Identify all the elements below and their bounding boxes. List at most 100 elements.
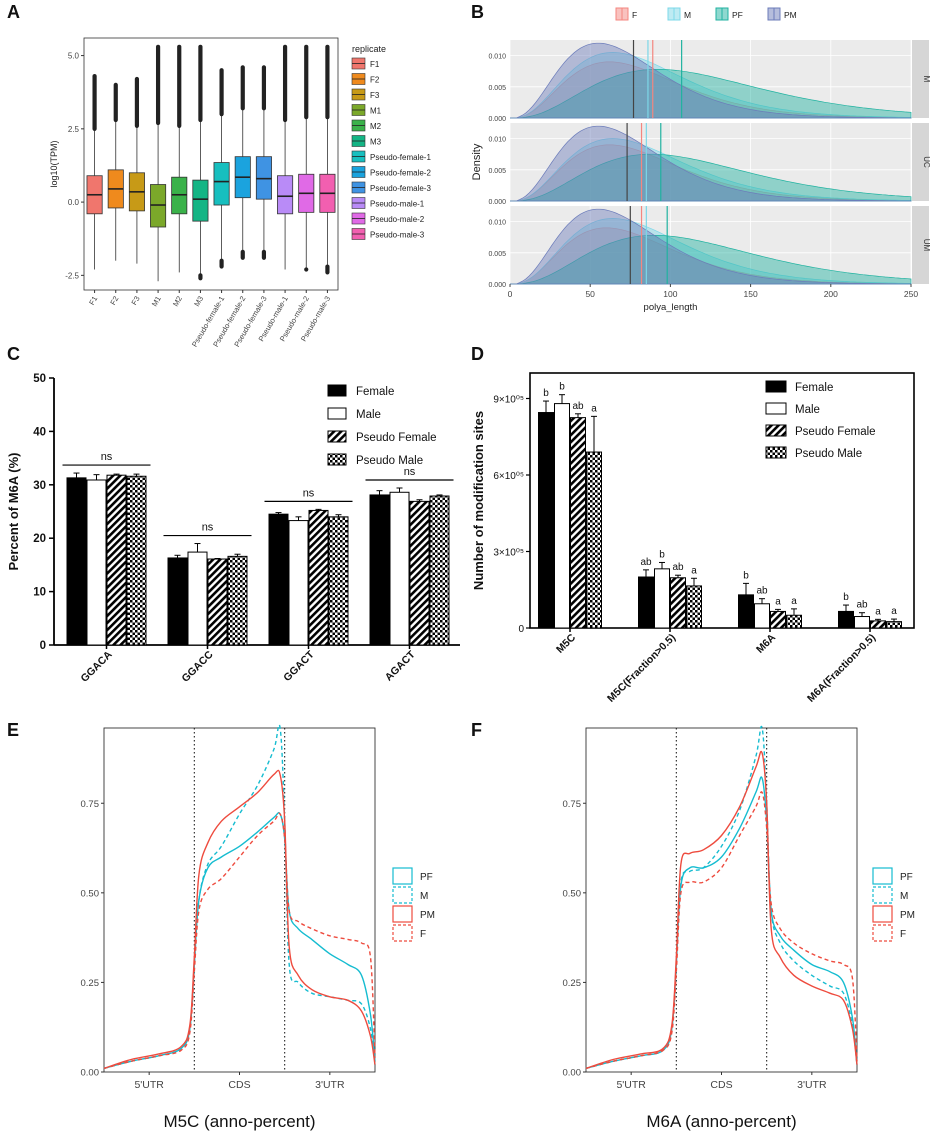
x-tick-label: M5C xyxy=(554,631,578,655)
legend-label: F xyxy=(420,929,426,940)
y-tick-label: 0.50 xyxy=(563,888,582,899)
legend-label: F1 xyxy=(370,60,380,69)
y-axis-label: Number of modification sites xyxy=(471,411,486,590)
legend-label: Pseudo-female-1 xyxy=(370,153,431,162)
x-tick-label: M1 xyxy=(150,295,163,309)
legend-key xyxy=(872,867,893,885)
legend-title: replicate xyxy=(352,44,386,54)
panel-d-barchart: 0 3×10⁰⁵ 6×10⁰⁵ 9×10⁰⁵ Number of modificatio… xyxy=(471,372,915,705)
legend-key xyxy=(392,905,413,923)
x-tick-label: 3'UTR xyxy=(797,1079,827,1091)
y-tick-label: 0.010 xyxy=(488,54,506,61)
legend-swatch xyxy=(765,424,787,437)
y-tick-label: 20 xyxy=(33,533,46,545)
x-tick-label: M3 xyxy=(192,295,205,309)
legend-label: Pseudo Male xyxy=(356,455,423,467)
y-tick-label: 6×10⁰⁵ xyxy=(493,471,524,482)
significance-letter: b xyxy=(659,549,665,560)
x-tick-label: GGACC xyxy=(179,648,215,684)
y-tick-label: 0.005 xyxy=(488,168,506,175)
y-axis-label: Density xyxy=(471,143,483,180)
legend-label: Pseudo Male xyxy=(795,448,862,460)
panel-letter-d: D xyxy=(471,344,484,364)
legend-label: Female xyxy=(795,382,833,394)
chart-title: M5C (anno-percent) xyxy=(163,1112,315,1131)
legend-swatch xyxy=(765,380,787,393)
y-tick-label: 0.75 xyxy=(563,799,582,810)
legend-label: PF xyxy=(900,872,913,883)
panel-letter-c: C xyxy=(7,344,20,364)
bar xyxy=(586,451,602,629)
y-tick-label: 50 xyxy=(33,373,46,385)
bar xyxy=(167,557,188,646)
legend-label: Pseudo-female-3 xyxy=(370,184,431,193)
plot-frame xyxy=(83,37,339,291)
x-tick-label: CDS xyxy=(228,1079,250,1091)
bar xyxy=(554,403,570,629)
significance-letter: b xyxy=(543,388,549,399)
panel-b-density: F M PF PM 0.000 0.005 0.010 M 0.000 0.005 0.010 UC 0… xyxy=(471,7,931,313)
x-tick-label: CDS xyxy=(710,1079,732,1091)
legend-label: PF xyxy=(420,872,433,883)
y-tick-label: 0.010 xyxy=(488,137,506,144)
legend-swatch xyxy=(765,446,787,459)
facet-strip-label: M xyxy=(922,76,931,83)
bar xyxy=(738,594,754,629)
bar xyxy=(770,610,786,629)
x-tick-label: 0 xyxy=(508,289,513,299)
series-line xyxy=(103,811,376,1070)
significance-letter: a xyxy=(591,403,597,414)
panel-f-linechart: 0.00 0.25 0.50 0.75 5'UTR CDS 3'UTR M6A (anno-p… xyxy=(563,725,915,1131)
panel-letter-f: F xyxy=(471,720,482,740)
bar xyxy=(389,491,410,646)
legend-label: PM xyxy=(784,10,797,20)
legend-swatch xyxy=(765,402,787,415)
legend-label: Pseudo Female xyxy=(356,432,437,444)
legend-label: Male xyxy=(356,409,381,421)
legend-label: Pseudo Female xyxy=(795,426,876,438)
legend-label: Pseudo-male-3 xyxy=(370,231,425,240)
x-tick-label: 200 xyxy=(824,289,838,299)
legend-swatch xyxy=(327,430,347,443)
facet-strip xyxy=(912,123,929,201)
legend-label: Pseudo-male-1 xyxy=(370,200,425,209)
legend-key xyxy=(872,924,893,942)
significance-letter: ab xyxy=(856,600,868,611)
bar xyxy=(106,474,127,646)
bar xyxy=(187,551,208,646)
significance-letter: a xyxy=(775,596,781,607)
x-tick-label: M6A xyxy=(754,631,778,655)
legend-label: Pseudo-female-2 xyxy=(370,169,431,178)
panel-e-linechart: 0.00 0.25 0.50 0.75 5'UTR CDS 3'UTR M5C (anno-p… xyxy=(81,724,435,1131)
legend-label: M3 xyxy=(370,138,382,147)
bar xyxy=(570,417,586,629)
y-tick-label: 10 xyxy=(33,587,46,599)
y-tick-label: 2.5 xyxy=(68,125,80,134)
box xyxy=(213,162,230,206)
y-axis-label: Percent of M6A (%) xyxy=(6,453,21,571)
bar xyxy=(328,516,349,646)
legend-key xyxy=(872,905,893,923)
bar xyxy=(686,585,702,629)
significance-label: ns xyxy=(101,451,113,463)
x-tick-label: M5C(Fraction>0.5) xyxy=(605,632,678,705)
significance-letter: a xyxy=(875,606,881,617)
bar xyxy=(786,614,802,629)
x-tick-label: F1 xyxy=(87,295,99,307)
box xyxy=(192,179,209,222)
y-tick-label: 30 xyxy=(33,480,46,492)
y-tick-label: 0.25 xyxy=(81,978,100,989)
bar xyxy=(268,513,289,646)
x-tick-label: 3'UTR xyxy=(315,1079,345,1091)
x-tick-label: 50 xyxy=(585,289,595,299)
y-tick-label: 0.005 xyxy=(488,85,506,92)
x-tick-label: 150 xyxy=(744,289,758,299)
y-tick-label: 0.00 xyxy=(563,1068,582,1079)
legend-swatch xyxy=(327,384,347,397)
significance-letter: ab xyxy=(672,562,684,573)
density-curve xyxy=(510,68,912,119)
bar xyxy=(227,555,248,646)
panel-c-barchart: 0 10 20 30 40 50 Percent of M6A (%) ns GGACA ns GG… xyxy=(6,373,460,685)
bar xyxy=(654,568,670,629)
